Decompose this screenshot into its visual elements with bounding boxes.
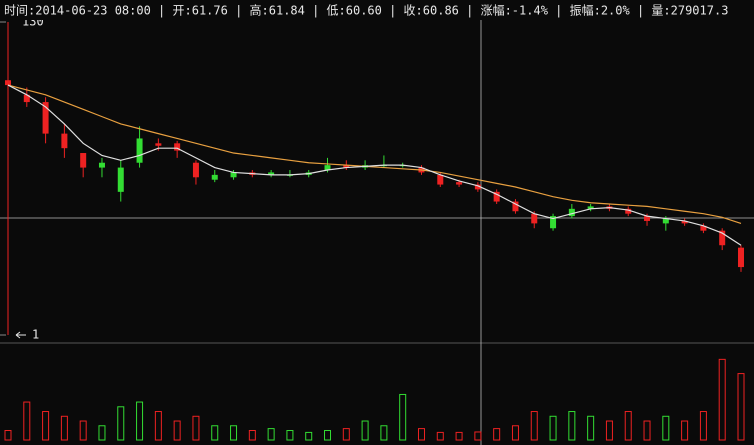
volume-bar	[136, 401, 144, 441]
candle-body	[625, 208, 632, 214]
volume-bar	[211, 425, 219, 441]
volume-bar	[737, 373, 745, 441]
candle-body	[211, 174, 218, 180]
candle-body	[493, 191, 500, 202]
volume-bar	[624, 411, 632, 441]
volume-bar	[267, 428, 275, 441]
candle-body	[662, 218, 669, 224]
volume-bar	[455, 431, 463, 441]
volume-bar	[587, 415, 595, 441]
volume-bar	[192, 415, 200, 441]
candle-body	[343, 165, 350, 168]
volume-bar	[42, 411, 50, 441]
candle-body	[155, 143, 162, 146]
volume-bar	[230, 425, 238, 441]
candle-body	[80, 153, 87, 168]
volume-bar	[361, 420, 369, 441]
candle-body	[437, 174, 444, 185]
candle-body	[23, 94, 30, 103]
candle-body	[512, 201, 519, 212]
volume-bar	[117, 406, 125, 441]
candle-body	[268, 172, 275, 175]
volume-bar	[474, 431, 482, 441]
moving-average	[7, 84, 742, 246]
volume-bar	[493, 428, 501, 441]
candle-body	[174, 143, 181, 151]
volume-bar	[342, 428, 350, 441]
volume-bar	[60, 415, 68, 441]
info-bar: 时间:2014-06-23 08:00 | 开:61.76 | 高:61.84 …	[4, 3, 728, 18]
candle-body	[568, 208, 575, 217]
volume-bar	[248, 430, 256, 441]
volume-bar	[681, 420, 689, 441]
candle-body	[719, 230, 726, 246]
candle-body	[587, 206, 594, 209]
volume-bar	[605, 420, 613, 441]
volume-bar	[173, 420, 181, 441]
volume-bar	[380, 425, 388, 441]
volume-bar	[154, 411, 162, 441]
volume-bar	[643, 420, 651, 441]
volume-bar	[23, 401, 31, 441]
candle-body	[644, 216, 651, 221]
volume-bar	[718, 358, 726, 441]
candle-body	[456, 182, 463, 185]
volume-bar	[4, 430, 12, 441]
volume-bar	[286, 430, 294, 441]
volume-bar	[549, 415, 557, 441]
candle-body	[531, 213, 538, 224]
candle-body	[474, 184, 481, 190]
volume-bar	[568, 411, 576, 441]
volume-bar	[399, 393, 407, 441]
volume-bar	[511, 425, 519, 441]
candle-body	[42, 102, 49, 134]
candle-body	[117, 167, 124, 192]
candle-body	[5, 80, 11, 86]
candle-body	[136, 138, 143, 163]
volume-bar	[699, 411, 707, 441]
min-arrow-head	[15, 331, 21, 339]
info-bar-bg	[0, 0, 754, 20]
volume-bar	[305, 431, 313, 441]
candle-body	[192, 162, 199, 178]
y-tick-label: 1	[32, 328, 39, 342]
candle-body	[738, 247, 744, 268]
candle-body	[230, 172, 237, 178]
candle-body	[61, 133, 68, 149]
candle-body	[700, 225, 707, 231]
volume-bar	[436, 431, 444, 441]
candle-body	[98, 162, 105, 168]
volume-bar	[417, 428, 425, 441]
volume-bar	[79, 420, 87, 441]
volume-bar	[662, 415, 670, 441]
candle-body	[681, 220, 688, 224]
volume-bar	[324, 430, 332, 441]
candle-body	[550, 216, 557, 229]
volume-bar	[98, 425, 106, 441]
volume-bar	[530, 411, 538, 441]
candle-body	[324, 165, 331, 171]
moving-average	[7, 84, 742, 224]
